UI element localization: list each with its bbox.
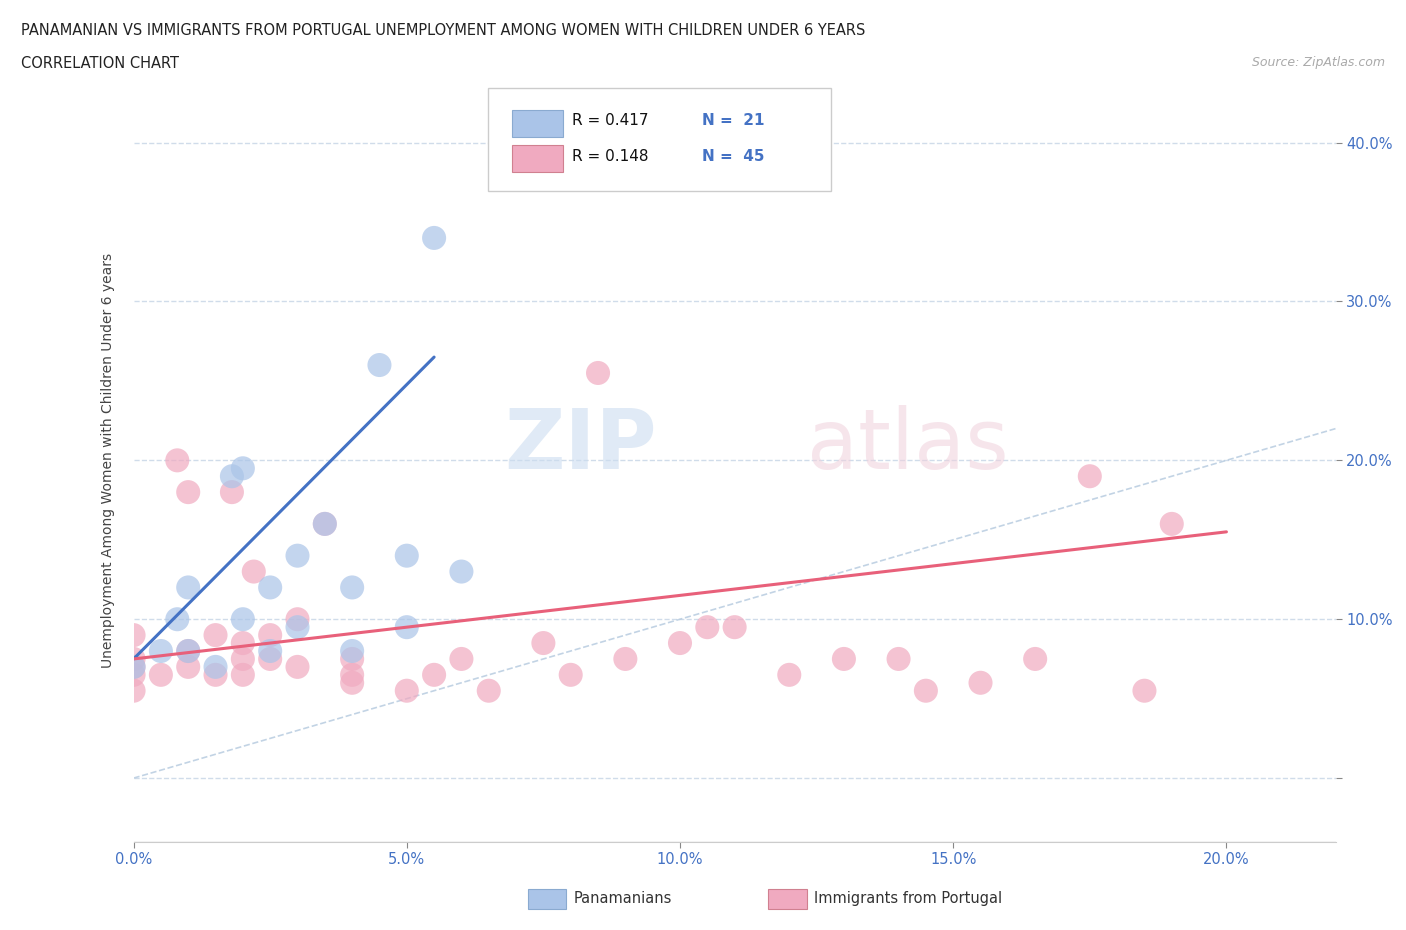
Point xyxy=(232,635,254,650)
FancyBboxPatch shape xyxy=(512,110,562,137)
Point xyxy=(243,565,266,579)
Point xyxy=(232,612,254,627)
Point xyxy=(887,652,910,667)
Point xyxy=(696,619,718,634)
Text: PANAMANIAN VS IMMIGRANTS FROM PORTUGAL UNEMPLOYMENT AMONG WOMEN WITH CHILDREN UN: PANAMANIAN VS IMMIGRANTS FROM PORTUGAL U… xyxy=(21,23,866,38)
Point xyxy=(177,644,200,658)
Point xyxy=(204,668,226,683)
Point xyxy=(122,684,145,698)
Text: Panamanians: Panamanians xyxy=(574,891,672,906)
Text: R = 0.148: R = 0.148 xyxy=(572,149,648,164)
Point xyxy=(177,644,200,658)
Point xyxy=(259,580,281,595)
Point xyxy=(832,652,855,667)
FancyBboxPatch shape xyxy=(527,889,567,909)
Point xyxy=(614,652,637,667)
Point xyxy=(122,659,145,674)
Point xyxy=(1024,652,1046,667)
Point xyxy=(395,549,418,564)
Point xyxy=(149,668,172,683)
Point xyxy=(314,516,336,531)
Point xyxy=(232,668,254,683)
Text: ZIP: ZIP xyxy=(503,405,657,485)
Point xyxy=(1133,684,1156,698)
Point xyxy=(340,652,363,667)
Point xyxy=(204,659,226,674)
Point xyxy=(314,516,336,531)
Point xyxy=(1160,516,1182,531)
Point xyxy=(177,485,200,499)
Text: R = 0.417: R = 0.417 xyxy=(572,113,648,128)
Point xyxy=(1078,469,1101,484)
FancyBboxPatch shape xyxy=(512,145,562,172)
Point xyxy=(232,652,254,667)
Point xyxy=(221,469,243,484)
Text: Immigrants from Portugal: Immigrants from Portugal xyxy=(814,891,1002,906)
Point xyxy=(259,628,281,643)
Point xyxy=(586,365,609,380)
Point xyxy=(287,549,309,564)
Point xyxy=(122,652,145,667)
Point xyxy=(395,619,418,634)
Point xyxy=(340,644,363,658)
Point xyxy=(149,644,172,658)
Point xyxy=(340,580,363,595)
Point xyxy=(450,652,472,667)
Text: atlas: atlas xyxy=(807,405,1008,485)
Point xyxy=(221,485,243,499)
Point xyxy=(259,652,281,667)
Point xyxy=(287,612,309,627)
Point xyxy=(478,684,501,698)
Point xyxy=(340,675,363,690)
Y-axis label: Unemployment Among Women with Children Under 6 years: Unemployment Among Women with Children U… xyxy=(101,253,115,668)
Point xyxy=(166,453,188,468)
Text: CORRELATION CHART: CORRELATION CHART xyxy=(21,56,179,71)
Text: N =  21: N = 21 xyxy=(702,113,765,128)
Point xyxy=(531,635,554,650)
Point xyxy=(259,644,281,658)
Point xyxy=(395,684,418,698)
Point xyxy=(915,684,938,698)
Point xyxy=(166,612,188,627)
Point xyxy=(122,628,145,643)
Point xyxy=(177,580,200,595)
Point xyxy=(287,659,309,674)
Point xyxy=(122,659,145,674)
Point xyxy=(778,668,800,683)
Point xyxy=(669,635,692,650)
Text: Source: ZipAtlas.com: Source: ZipAtlas.com xyxy=(1251,56,1385,69)
Point xyxy=(287,619,309,634)
Point xyxy=(969,675,991,690)
Point xyxy=(450,565,472,579)
Point xyxy=(232,461,254,476)
Point xyxy=(340,668,363,683)
Point xyxy=(423,231,446,246)
Point xyxy=(423,668,446,683)
FancyBboxPatch shape xyxy=(768,889,807,909)
Text: N =  45: N = 45 xyxy=(702,149,765,164)
Point xyxy=(204,628,226,643)
Point xyxy=(368,358,391,373)
FancyBboxPatch shape xyxy=(488,88,831,192)
Point xyxy=(122,668,145,683)
Point xyxy=(560,668,582,683)
Point xyxy=(177,659,200,674)
Point xyxy=(724,619,747,634)
